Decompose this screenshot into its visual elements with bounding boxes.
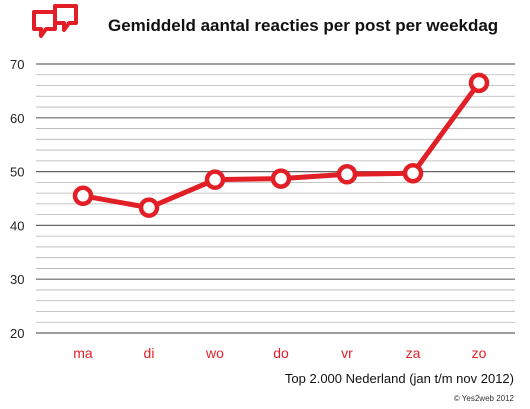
y-tick-label: 30 bbox=[10, 272, 24, 287]
data-point-ma bbox=[72, 185, 94, 207]
x-category-label: za bbox=[406, 345, 421, 361]
x-category-label: wo bbox=[205, 345, 224, 361]
y-axis-ticks: 20 30 40 50 60 70 bbox=[10, 57, 24, 341]
y-tick-label: 70 bbox=[10, 57, 24, 72]
y-tick-label: 40 bbox=[10, 218, 24, 233]
data-point-wo bbox=[204, 169, 226, 190]
y-tick-label: 50 bbox=[10, 165, 24, 180]
speech-bubbles-icon bbox=[32, 4, 78, 38]
x-category-label: ma bbox=[73, 345, 93, 361]
y-tick-label: 60 bbox=[10, 111, 24, 126]
copyright-credit: © Yes2web 2012 bbox=[454, 394, 515, 403]
data-point-vr bbox=[336, 164, 358, 185]
series-line bbox=[80, 80, 482, 211]
series-polyline bbox=[80, 80, 482, 211]
y-tick-label: 20 bbox=[10, 326, 24, 341]
x-category-label: vr bbox=[341, 345, 353, 361]
data-point-za bbox=[402, 162, 424, 184]
chart-title: Gemiddeld aantal reacties per post per w… bbox=[108, 16, 498, 35]
data-point-zo bbox=[468, 72, 490, 94]
x-category-label: do bbox=[273, 345, 289, 361]
x-category-label: di bbox=[144, 345, 155, 361]
series-points bbox=[72, 72, 490, 218]
data-point-di bbox=[138, 197, 160, 218]
data-point-do bbox=[270, 168, 292, 189]
source-note: Top 2.000 Nederland (jan t/m nov 2012) bbox=[285, 371, 514, 386]
x-category-label: zo bbox=[472, 345, 487, 361]
gridlines bbox=[36, 63, 515, 334]
x-axis-categories: ma di wo do vr za zo bbox=[73, 345, 486, 361]
